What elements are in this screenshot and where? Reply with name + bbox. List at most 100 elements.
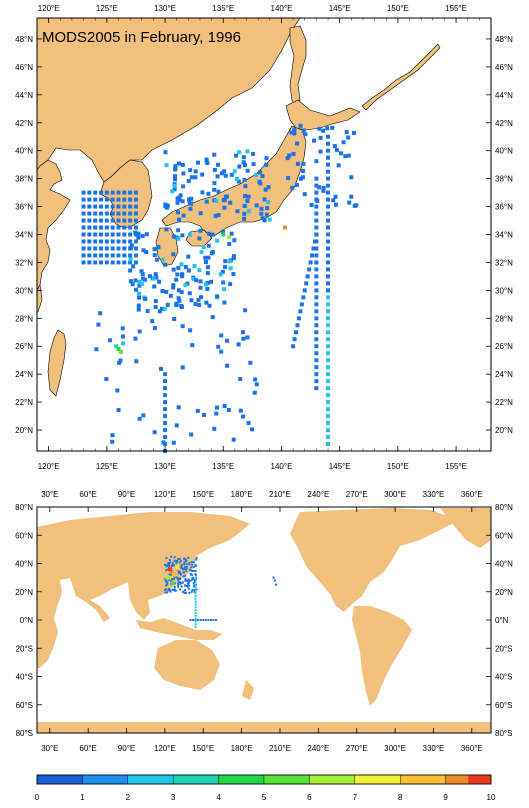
- obs-point: [193, 302, 198, 307]
- global-obs-point: [273, 579, 276, 582]
- global-obs-point: [164, 588, 167, 591]
- obs-point: [321, 185, 326, 190]
- global-obs-point: [167, 561, 170, 564]
- global-obs-point: [185, 570, 188, 573]
- obs-point: [314, 344, 319, 349]
- obs-point: [311, 246, 316, 251]
- obs-point: [188, 206, 193, 211]
- obs-point: [221, 232, 226, 237]
- obs-point: [130, 282, 135, 287]
- land-eurasia: [37, 512, 250, 600]
- global-lat-label-right: 40°S: [495, 673, 512, 682]
- global-obs-point: [187, 579, 190, 582]
- obs-point: [104, 260, 109, 265]
- obs-point: [334, 148, 339, 153]
- obs-point: [347, 200, 352, 205]
- obs-point: [110, 225, 115, 230]
- obs-point: [314, 225, 319, 230]
- obs-point: [122, 239, 127, 244]
- obs-point: [326, 239, 331, 244]
- colorbar-segment: [36, 774, 83, 785]
- obs-point: [116, 232, 121, 237]
- obs-point: [326, 386, 331, 391]
- obs-point: [238, 377, 243, 382]
- obs-point: [195, 408, 200, 413]
- obs-point: [87, 253, 92, 258]
- global-lon-label-top: 210°E: [269, 490, 291, 499]
- obs-point: [179, 262, 184, 267]
- obs-point: [326, 281, 331, 286]
- global-obs-point: [168, 573, 171, 576]
- global-obs-point: [192, 570, 195, 573]
- lat-tick-label-left: 46°N: [15, 63, 33, 72]
- obs-point: [308, 260, 313, 265]
- obs-point: [121, 334, 126, 339]
- global-obs-point: [194, 570, 197, 573]
- obs-point: [326, 442, 331, 447]
- obs-point: [141, 248, 146, 253]
- global-obs-point: [167, 589, 170, 592]
- obs-point: [185, 281, 190, 286]
- lon-tick-label-bottom: 150°E: [387, 462, 409, 471]
- obs-point: [214, 405, 219, 410]
- colorbar-label: 2: [126, 793, 131, 802]
- global-obs-point: [194, 626, 197, 629]
- obs-point: [176, 210, 181, 215]
- obs-point: [326, 379, 331, 384]
- obs-point: [116, 347, 121, 352]
- obs-point: [326, 267, 331, 272]
- obs-point: [243, 194, 248, 199]
- global-obs-point: [189, 569, 192, 572]
- global-lon-label-top: 240°E: [307, 490, 329, 499]
- colorbar-segment: [263, 774, 310, 785]
- obs-point: [128, 279, 133, 284]
- obs-point: [96, 322, 101, 327]
- obs-point: [137, 295, 142, 300]
- obs-point: [172, 177, 177, 182]
- colorbar-label: 6: [307, 793, 312, 802]
- global-obs-point: [171, 588, 174, 591]
- obs-point: [326, 435, 331, 440]
- obs-point: [317, 185, 322, 190]
- global-obs-point: [180, 564, 183, 567]
- obs-point: [93, 239, 98, 244]
- colorbar-label: 3: [171, 793, 176, 802]
- lon-tick-label-bottom: 140°E: [271, 462, 293, 471]
- global-lon-label-top: 120°E: [154, 490, 176, 499]
- obs-point: [93, 197, 98, 202]
- obs-point: [213, 213, 218, 218]
- obs-point: [214, 199, 219, 204]
- obs-point: [198, 228, 203, 233]
- obs-point: [336, 163, 341, 168]
- land-north-america: [290, 508, 460, 612]
- global-obs-point: [172, 564, 175, 567]
- obs-point: [314, 232, 319, 237]
- global-obs-point: [165, 588, 168, 591]
- obs-point: [104, 190, 109, 195]
- lon-tick-label-top: 140°E: [271, 4, 293, 13]
- obs-point: [267, 217, 272, 222]
- obs-point: [81, 246, 86, 251]
- obs-point: [175, 272, 180, 277]
- global-obs-point: [166, 580, 169, 583]
- global-obs-point: [190, 573, 193, 576]
- obs-point: [321, 128, 326, 133]
- global-obs-point: [165, 556, 168, 559]
- obs-point: [104, 246, 109, 251]
- obs-point: [145, 309, 150, 314]
- obs-point: [163, 400, 168, 405]
- obs-point: [165, 302, 170, 307]
- obs-point: [192, 277, 197, 282]
- global-lon-label-bottom: 210°E: [269, 744, 291, 753]
- obs-point: [301, 168, 306, 173]
- global-obs-hot: [175, 565, 180, 570]
- obs-point: [260, 174, 265, 179]
- obs-point: [116, 211, 121, 216]
- obs-point: [104, 218, 109, 223]
- global-lat-label-right: 0°N: [495, 616, 509, 625]
- global-obs-point: [177, 572, 180, 575]
- global-lon-label-top: 270°E: [346, 490, 368, 499]
- obs-point: [133, 260, 138, 265]
- obs-point: [326, 393, 331, 398]
